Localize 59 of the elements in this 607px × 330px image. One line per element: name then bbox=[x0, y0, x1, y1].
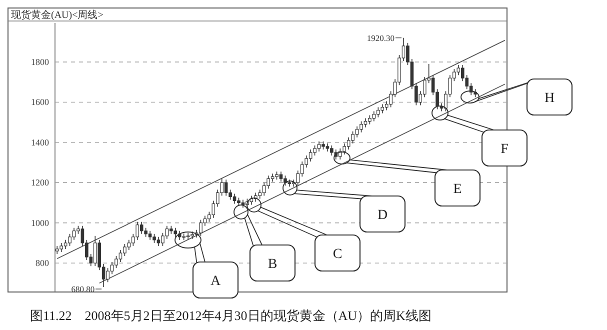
candlestick bbox=[140, 221, 144, 234]
candlestick bbox=[123, 244, 126, 256]
candlestick bbox=[317, 141, 321, 152]
chart-title: 现货黄金(AU)<周线> bbox=[11, 9, 104, 21]
candlestick bbox=[118, 250, 122, 262]
candlestick bbox=[64, 240, 68, 250]
candlestick bbox=[360, 120, 363, 133]
candlestick bbox=[106, 268, 110, 283]
candlestick bbox=[174, 227, 178, 238]
y-tick-label: 1600 bbox=[31, 97, 50, 108]
candlestick bbox=[114, 256, 118, 268]
candlestick bbox=[165, 225, 169, 240]
annotation: 1920.30 bbox=[366, 32, 395, 43]
candlestick bbox=[72, 227, 76, 240]
candlestick bbox=[266, 175, 270, 190]
annotation: C bbox=[332, 247, 342, 262]
candlestick bbox=[364, 118, 368, 128]
candlestick bbox=[152, 234, 156, 244]
candlestick bbox=[161, 232, 164, 246]
candlestick bbox=[127, 240, 131, 250]
candlestick bbox=[68, 234, 72, 246]
candlestick bbox=[262, 182, 266, 196]
candlestick bbox=[224, 179, 228, 196]
candlestick bbox=[351, 130, 354, 144]
candlestick bbox=[199, 219, 202, 236]
y-tick-label: 1800 bbox=[31, 57, 50, 68]
annotation: D bbox=[377, 208, 388, 223]
candlestick bbox=[330, 145, 334, 156]
candlestick bbox=[355, 126, 359, 138]
candlestick bbox=[258, 189, 262, 200]
candlestick bbox=[308, 149, 312, 162]
candlestick bbox=[279, 171, 283, 182]
annotation: B bbox=[268, 257, 278, 272]
candlestick bbox=[144, 227, 148, 238]
text: H bbox=[544, 91, 555, 106]
candlestick bbox=[346, 136, 350, 150]
annotation: F bbox=[500, 142, 509, 157]
annotation: 680.80 bbox=[71, 284, 95, 294]
candlestick bbox=[232, 193, 236, 204]
y-tick-label: 1200 bbox=[31, 178, 50, 188]
candlestick bbox=[93, 236, 97, 266]
candlestick bbox=[456, 64, 460, 76]
caption: 图11.22 2008年5月2日至2012年4月30日的现货黄金（AU）的周K线图 bbox=[30, 308, 432, 323]
candlestick bbox=[148, 230, 152, 240]
annotation: A bbox=[210, 274, 222, 289]
candlestick bbox=[60, 242, 63, 252]
candlestick bbox=[342, 143, 346, 155]
y-tick-label: 800 bbox=[36, 258, 50, 268]
candlestick bbox=[368, 114, 372, 125]
y-tick-label: 1000 bbox=[31, 218, 50, 228]
candlestick bbox=[380, 104, 384, 114]
candlestick bbox=[186, 232, 190, 240]
candlestick bbox=[376, 106, 380, 118]
y-tick-label: 1400 bbox=[31, 137, 50, 148]
candlestick bbox=[372, 110, 376, 122]
annotation: E bbox=[453, 182, 462, 197]
candlestick bbox=[156, 236, 160, 246]
candlestick bbox=[136, 221, 140, 240]
candlestick bbox=[313, 145, 316, 156]
